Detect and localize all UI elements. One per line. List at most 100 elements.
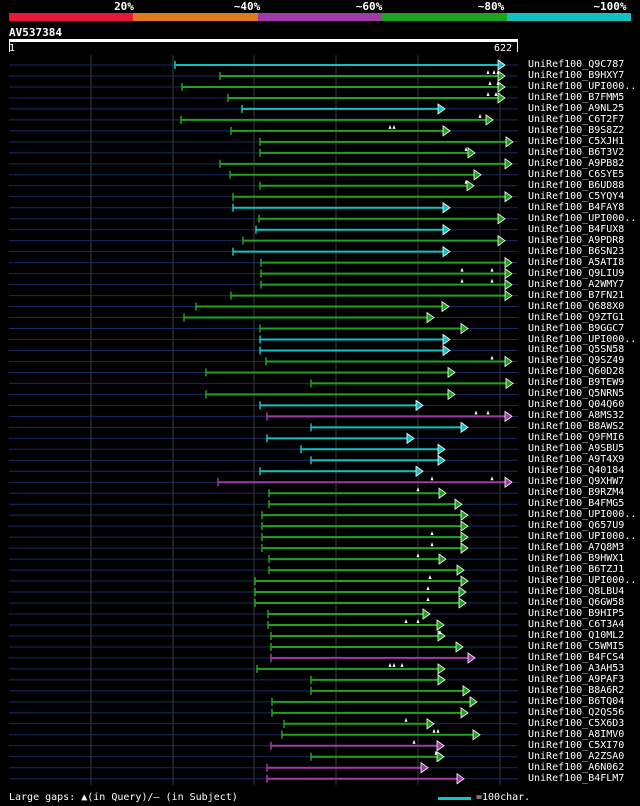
hit-label[interactable]: UniRef100_A9SBU5 xyxy=(528,443,625,455)
hit-label[interactable]: UniRef100_Q40184 xyxy=(528,465,625,477)
hit-label[interactable]: UniRef100_Q2QS56 xyxy=(528,706,625,718)
hit-label[interactable]: UniRef100_C5XI70 xyxy=(528,739,625,751)
footer-scale-bar xyxy=(438,797,471,800)
gap-marker xyxy=(486,410,490,415)
hit-label[interactable]: UniRef100_Q8LBU4 xyxy=(528,586,625,598)
hit-label[interactable]: UniRef100_A2WMY7 xyxy=(528,278,625,290)
hit-label[interactable]: UniRef100_A2ZSA0 xyxy=(528,750,625,762)
hit-label[interactable]: UniRef100_C5YQY4 xyxy=(528,190,625,202)
hit-label[interactable]: UniRef100_Q6GW58 xyxy=(528,597,625,609)
gap-marker xyxy=(436,728,440,733)
hit-label[interactable]: UniRef100_A9T4X9 xyxy=(528,454,625,466)
gap-marker xyxy=(490,355,494,360)
query-name: AV537384 xyxy=(9,26,62,39)
hit-label[interactable]: UniRef100_C6T3A4 xyxy=(528,618,625,630)
hit-arrow xyxy=(441,300,450,313)
gap-marker xyxy=(464,146,468,151)
hit-arrow xyxy=(415,399,424,412)
hit-label[interactable]: UniRef100_UPI000.. xyxy=(528,212,637,224)
hit-label[interactable]: UniRef100_B9RZM4 xyxy=(528,487,625,499)
hit-arrow xyxy=(462,685,471,697)
hit-label[interactable]: UniRef100_A7Q8M3 xyxy=(528,542,625,554)
hit-label[interactable]: UniRef100_A6N062 xyxy=(528,761,625,773)
hit-label[interactable]: UniRef100_UPI000.. xyxy=(528,509,637,521)
hit-label[interactable]: UniRef100_UPI000.. xyxy=(528,575,637,587)
hit-label[interactable]: UniRef100_UPI000.. xyxy=(528,333,637,345)
hit-arrow xyxy=(466,180,475,192)
hit-label[interactable]: UniRef100_Q9ZTG1 xyxy=(528,311,625,323)
hit-label[interactable]: UniRef100_C5XJH1 xyxy=(528,135,625,147)
hit-arrow xyxy=(437,443,446,456)
hit-arrow xyxy=(447,388,456,401)
gap-marker xyxy=(426,597,430,602)
hit-label[interactable]: UniRef100_Q60D28 xyxy=(528,366,625,378)
hit-label[interactable]: UniRef100_B9GGC7 xyxy=(528,322,625,334)
hit-label[interactable]: UniRef100_B7FN21 xyxy=(528,289,625,301)
hit-label[interactable]: UniRef100_B8A6R2 xyxy=(528,684,625,696)
hit-label[interactable]: UniRef100_A9PDR8 xyxy=(528,234,625,246)
hit-label[interactable]: UniRef100_B9TEW9 xyxy=(528,377,625,389)
legend-label-40: ~40% xyxy=(233,0,261,13)
hit-label[interactable]: UniRef100_Q5SN58 xyxy=(528,344,625,356)
hit-label[interactable]: UniRef100_B9S8Z2 xyxy=(528,124,625,136)
hit-label[interactable]: UniRef100_C6SYE5 xyxy=(528,168,625,180)
hit-label[interactable]: UniRef100_B4FAY8 xyxy=(528,201,625,213)
gap-marker xyxy=(400,662,404,667)
hit-label[interactable]: UniRef100_Q9C787 xyxy=(528,59,625,70)
hit-arrow xyxy=(426,311,435,324)
hit-label[interactable]: UniRef100_B6SN23 xyxy=(528,245,625,257)
hit-label[interactable]: UniRef100_B9HXY7 xyxy=(528,69,625,81)
hit-label[interactable]: UniRef100_Q9XHW7 xyxy=(528,476,625,488)
hit-label[interactable]: UniRef100_Q9LIU9 xyxy=(528,267,625,279)
hit-label[interactable]: UniRef100_B8AWS2 xyxy=(528,421,625,433)
hit-label[interactable]: UniRef100_C5X6D3 xyxy=(528,717,625,729)
hit-label[interactable]: UniRef100_B9HWX1 xyxy=(528,553,625,565)
hit-label[interactable]: UniRef100_B9HIP5 xyxy=(528,608,625,619)
hit-label[interactable]: UniRef100_B4FCS4 xyxy=(528,651,625,663)
hit-label[interactable]: UniRef100_B6T3V2 xyxy=(528,146,625,158)
query-start-label: 1 xyxy=(9,43,16,54)
hit-arrow xyxy=(472,729,481,741)
hit-label[interactable]: UniRef100_A8IMV0 xyxy=(528,728,625,740)
hit-arrow xyxy=(467,147,476,159)
hit-label[interactable]: UniRef100_B6TZJ1 xyxy=(528,564,625,576)
hit-label[interactable]: UniRef100_A9PAF3 xyxy=(528,673,625,685)
legend-label-80: ~80% xyxy=(477,0,505,13)
hit-label[interactable]: UniRef100_A3AH53 xyxy=(528,662,625,674)
gap-marker xyxy=(416,553,420,558)
gap-marker xyxy=(416,618,420,623)
hit-label[interactable]: UniRef100_Q9SZ49 xyxy=(528,355,625,367)
gap-marker xyxy=(490,476,494,481)
hit-label[interactable]: UniRef100_UPI000.. xyxy=(528,80,637,92)
hit-label[interactable]: UniRef100_A8MS32 xyxy=(528,410,625,422)
hit-label[interactable]: UniRef100_Q688X0 xyxy=(528,300,625,312)
hit-arrow xyxy=(458,586,467,598)
hit-arrow xyxy=(460,531,469,543)
hit-label[interactable]: UniRef100_Q10ML2 xyxy=(528,629,625,641)
legend-segment-100 xyxy=(506,13,632,21)
hit-label[interactable]: UniRef100_UPI000.. xyxy=(528,531,637,543)
gap-marker xyxy=(430,531,434,536)
hit-arrow xyxy=(504,355,513,368)
hit-label[interactable]: UniRef100_A9NL25 xyxy=(528,102,625,114)
hit-label[interactable]: UniRef100_C6T2F7 xyxy=(528,113,625,125)
hit-label[interactable]: UniRef100_Q9FMI6 xyxy=(528,432,625,444)
hit-label[interactable]: UniRef100_Q5NRN5 xyxy=(528,388,625,400)
hit-label[interactable]: UniRef100_B4FUX8 xyxy=(528,223,625,235)
hit-label[interactable]: UniRef100_A5ATI8 xyxy=(528,256,625,268)
hit-label[interactable]: UniRef100_A9PB82 xyxy=(528,157,625,169)
hit-label[interactable]: UniRef100_C5WMI5 xyxy=(528,640,625,652)
hit-arrow xyxy=(422,608,431,620)
hit-label[interactable]: UniRef100_Q04Q60 xyxy=(528,399,625,411)
hit-label[interactable]: UniRef100_B7FMM5 xyxy=(528,91,625,103)
hit-arrow xyxy=(442,223,451,236)
gap-marker xyxy=(434,750,438,755)
hit-label[interactable]: UniRef100_B4FMG5 xyxy=(528,498,625,510)
gap-marker xyxy=(416,487,420,492)
hit-label[interactable]: UniRef100_Q657U9 xyxy=(528,520,625,532)
hit-label[interactable]: UniRef100_B6UD88 xyxy=(528,179,625,191)
gap-marker xyxy=(460,278,464,283)
hit-label[interactable]: UniRef100_B4FLM7 xyxy=(528,772,625,784)
hit-arrow xyxy=(436,739,445,752)
hit-label[interactable]: UniRef100_B6TQ04 xyxy=(528,695,625,707)
